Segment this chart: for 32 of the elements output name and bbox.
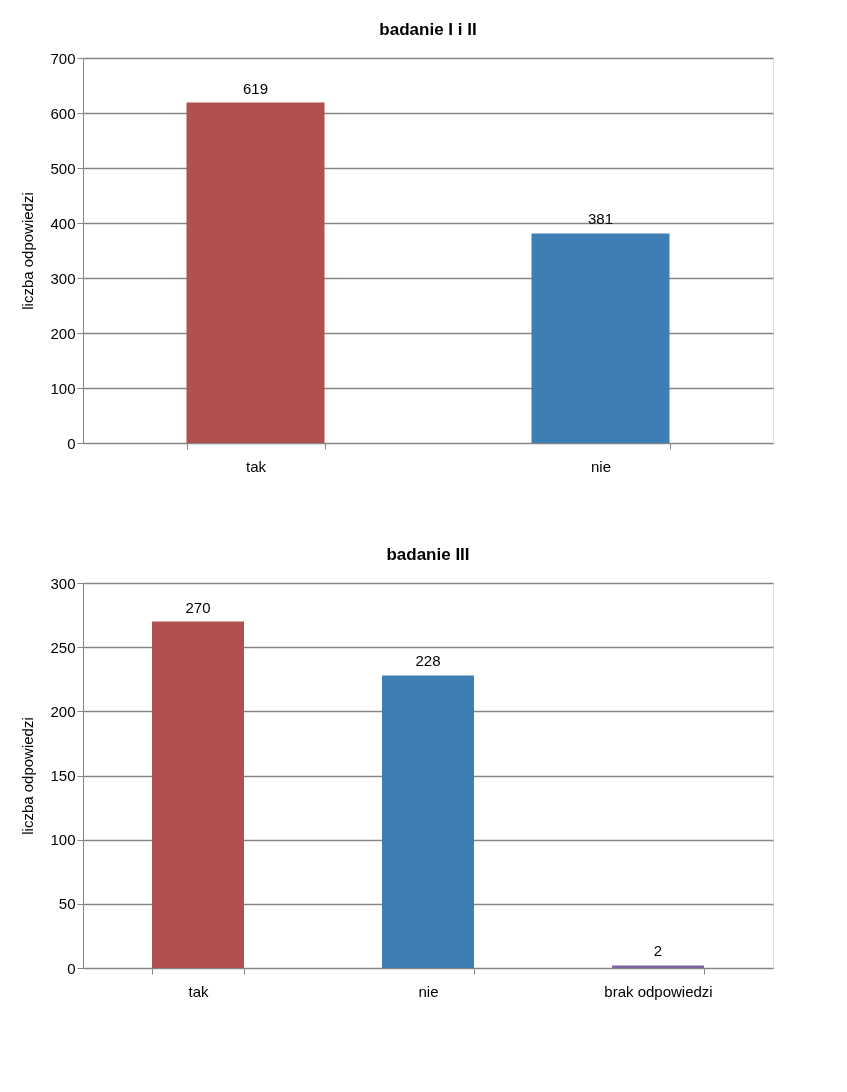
y-tick-label: 250 [50,638,76,656]
x-tick-label: tak [245,457,267,475]
y-tick-label: 600 [50,104,76,122]
bar [382,675,474,968]
x-tick-label: tak [188,982,209,1000]
data-label: 2 [653,942,663,960]
chart-title: badanie I i II [379,20,477,39]
y-tick-label: 0 [67,434,76,452]
y-tick-label: 400 [50,214,76,232]
bar [152,621,244,968]
y-tick-label: 500 [50,159,76,177]
y-axis-title: liczba odpowiedzi [19,192,37,310]
y-tick-label: 150 [50,767,76,784]
data-label: 270 [185,598,211,616]
data-label: 381 [587,210,614,228]
y-tick-label: 300 [50,574,76,592]
y-tick-label: 200 [50,702,76,720]
chart-title: badanie III [386,545,470,564]
x-tick-label: nie [590,457,612,475]
y-tick-label: 100 [50,379,76,397]
y-tick-label: 200 [50,324,76,342]
y-tick-label: 700 [50,49,76,67]
y-tick-label: 100 [50,831,76,849]
data-label: 619 [242,79,269,97]
x-tick-label: brak odpowiedzi [604,982,713,1000]
x-tick-label: nie [418,982,439,1000]
y-tick-label: 50 [58,895,76,913]
bar [612,965,704,968]
y-tick-label: 0 [67,959,76,977]
data-label: 228 [415,652,441,670]
y-axis-title: liczba odpowiedzi [19,717,37,835]
y-tick-label: 300 [50,269,76,287]
